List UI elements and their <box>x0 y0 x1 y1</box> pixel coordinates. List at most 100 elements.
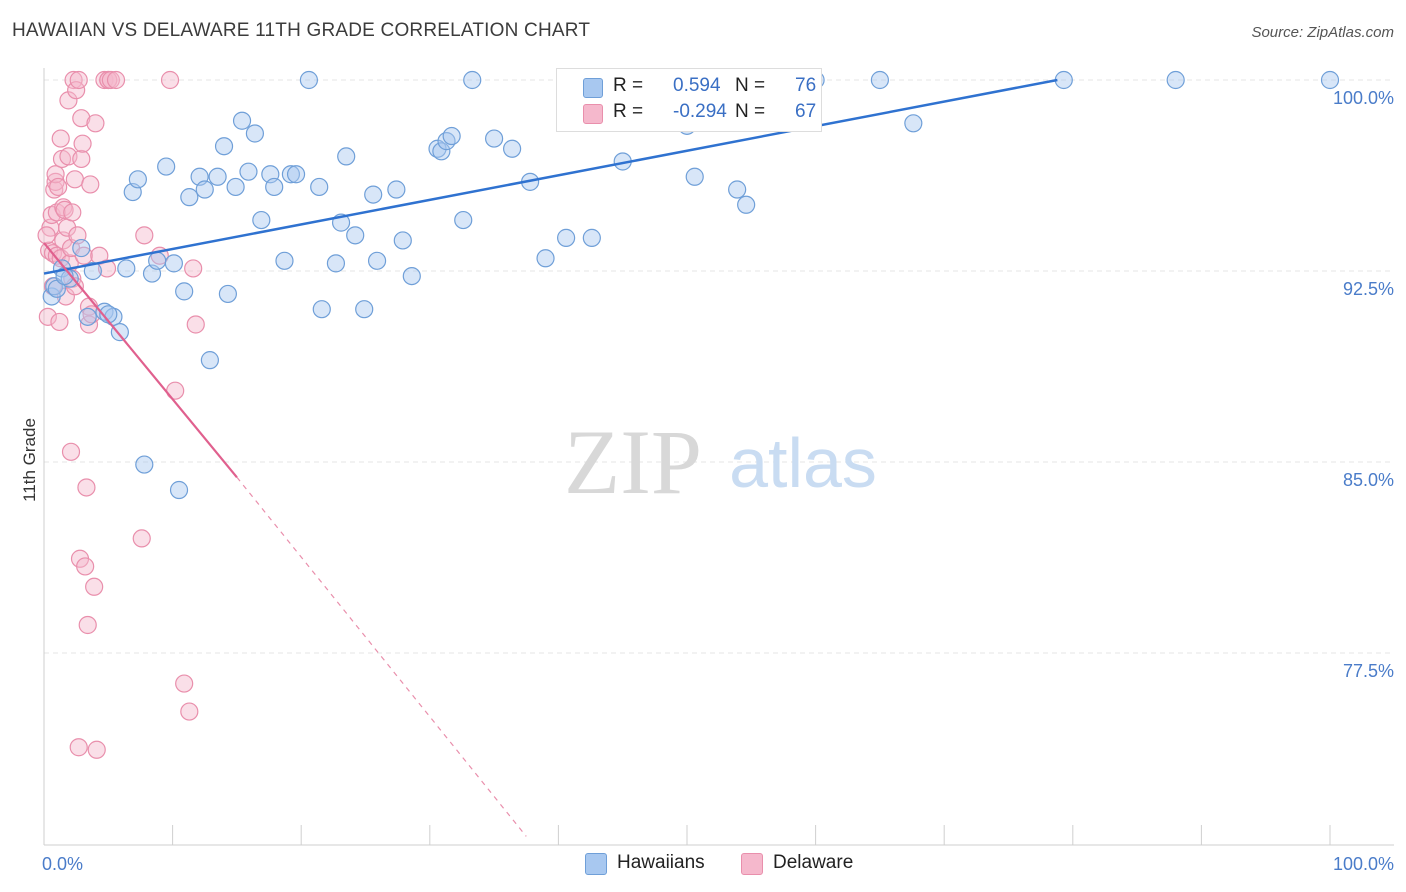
bottom-legend-label-hawaiians: Hawaiians <box>617 852 705 873</box>
chart-title: HAWAIIAN VS DELAWARE 11TH GRADE CORRELAT… <box>12 20 591 41</box>
legend-r-label: R = <box>613 75 644 96</box>
delaware-point <box>50 312 69 332</box>
delaware-points <box>37 70 205 759</box>
delaware-point <box>86 114 105 133</box>
hawaiians-point <box>299 70 319 90</box>
legend-n-label: N = <box>735 75 766 96</box>
hawaiians-point <box>169 480 189 500</box>
delaware-point <box>59 91 78 110</box>
hawaiians-point <box>326 254 346 273</box>
legend-n-value: 76 <box>795 75 817 96</box>
delaware-point <box>106 70 126 90</box>
legend-r-label: R = <box>613 101 644 122</box>
delaware-point <box>46 172 65 191</box>
legend-n-value: 67 <box>795 101 817 122</box>
hawaiians-point <box>214 137 234 156</box>
hawaiians-point <box>232 111 252 130</box>
hawaiians-point <box>355 300 374 319</box>
hawaiians-point <box>557 228 576 247</box>
hawaiians-point <box>1320 70 1340 90</box>
hawaiians-point <box>312 300 331 319</box>
delaware-point <box>73 134 92 153</box>
delaware-point <box>85 577 104 596</box>
hawaiians-point <box>286 165 306 184</box>
delaware-point <box>63 203 82 222</box>
delaware-point <box>65 170 84 189</box>
delaware-point <box>87 740 106 759</box>
y-tick-label: 85.0% <box>1343 470 1394 490</box>
hawaiians-point <box>402 266 421 286</box>
legend-swatch-delaware <box>583 104 603 124</box>
hawaiians-point <box>904 114 923 133</box>
delaware-point <box>72 109 91 128</box>
hawaiians-point <box>78 307 97 326</box>
delaware-point <box>160 70 180 90</box>
delaware-point <box>51 129 70 148</box>
legend-n-label: N = <box>735 101 766 122</box>
bottom-legend-swatch-delaware <box>741 853 763 875</box>
hawaiians-point <box>685 167 704 186</box>
hawaiians-point <box>1054 70 1073 90</box>
hawaiians-point <box>463 70 482 90</box>
x-tick-label-min: 0.0% <box>42 854 83 874</box>
y-tick-label: 77.5% <box>1343 661 1394 681</box>
legend-r-value: 0.594 <box>673 75 721 96</box>
hawaiians-point <box>281 165 301 184</box>
delaware-point <box>72 149 91 169</box>
delaware-point <box>61 442 81 461</box>
delaware-point <box>132 529 151 548</box>
delaware-point <box>186 315 205 334</box>
hawaiians-point <box>1166 70 1185 90</box>
delaware-point <box>37 226 56 245</box>
watermark-zip: ZIP <box>564 411 702 513</box>
hawaiians-point <box>310 177 329 197</box>
delaware-point <box>69 738 88 757</box>
axes <box>43 68 1394 846</box>
delaware-point <box>38 307 57 326</box>
hawaiians-point <box>72 238 91 258</box>
hawaiians-point <box>200 351 219 370</box>
hawaiians-point <box>536 249 555 268</box>
delaware-point <box>49 177 68 197</box>
hawaiians-point <box>117 259 136 278</box>
hawaiians-point <box>157 157 176 176</box>
hawaiians-point <box>239 162 258 181</box>
y-tick-label: 100.0% <box>1333 88 1394 108</box>
delaware-point <box>81 175 100 194</box>
hawaiians-point <box>364 185 383 204</box>
delaware-trend-extension <box>236 476 527 837</box>
hawaiians-point <box>195 180 214 199</box>
delaware-point <box>77 478 96 497</box>
hawaiians-point <box>437 132 456 151</box>
hawaiians-point <box>346 226 365 245</box>
hawaiians-point <box>337 147 356 166</box>
stats-legend: R = 0.594 N = 76 R = -0.294 N = 67 <box>556 68 822 132</box>
bottom-legend-swatch-hawaiians <box>585 853 607 875</box>
hawaiians-point <box>135 455 154 474</box>
hawaiians-point <box>208 167 227 186</box>
hawaiians-point <box>387 180 406 199</box>
hawaiians-point <box>83 261 102 281</box>
hawaiians-point <box>60 269 79 288</box>
hawaiians-point <box>265 177 284 197</box>
hawaiians-point <box>218 284 237 304</box>
hawaiians-point <box>442 126 461 146</box>
delaware-point <box>78 615 97 635</box>
hawaiians-point <box>367 251 387 270</box>
x-tick-label-max: 100.0% <box>1333 854 1394 874</box>
watermark-atlas: atlas <box>729 424 877 502</box>
y-axis-label: 11th Grade <box>20 418 39 502</box>
source-label: Source: ZipAtlas.com <box>1251 24 1394 41</box>
delaware-point <box>135 226 154 245</box>
delaware-point <box>180 702 199 721</box>
legend-r-value: -0.294 <box>673 101 727 122</box>
delaware-point <box>76 557 95 576</box>
hawaiians-point <box>485 129 504 148</box>
hawaiians-point <box>737 195 756 214</box>
hawaiians-point <box>252 210 271 230</box>
hawaiians-point <box>180 188 199 207</box>
hawaiians-point <box>432 142 451 161</box>
watermark: ZIP atlas <box>564 411 877 513</box>
bottom-legend-label-delaware: Delaware <box>773 852 854 873</box>
delaware-trend-line <box>43 242 238 478</box>
